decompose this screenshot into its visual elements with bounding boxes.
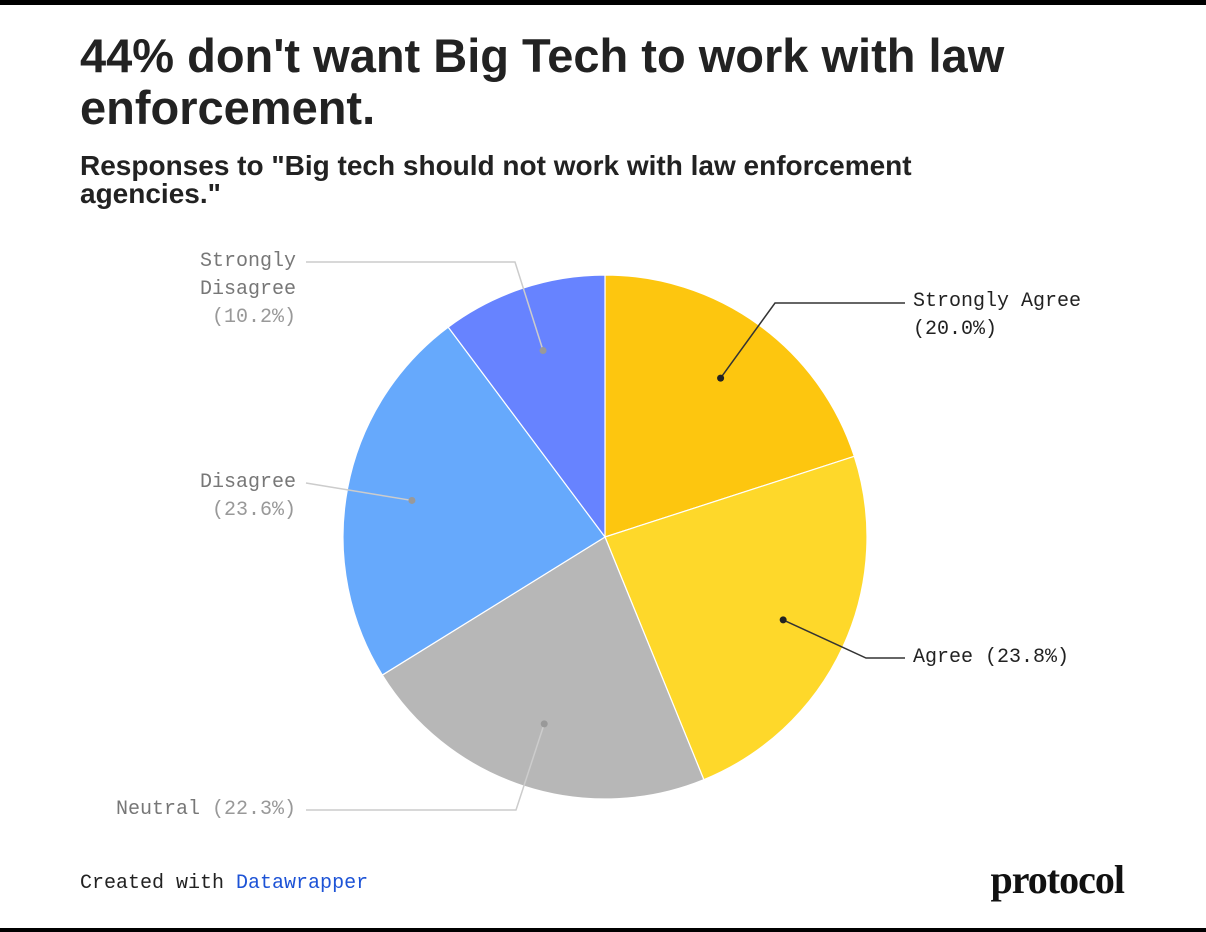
leader-dot bbox=[408, 496, 416, 504]
value-label: (10.2%) bbox=[211, 306, 296, 329]
category-label: Strongly Agree bbox=[913, 290, 1082, 313]
leader-dot bbox=[779, 616, 787, 624]
chart-title: 44% don't want Big Tech to work with law… bbox=[80, 29, 1005, 134]
bottom-border bbox=[0, 928, 1206, 932]
leader-line bbox=[306, 723, 545, 811]
leader-dot bbox=[717, 374, 725, 382]
slice-label: Strongly Agree (20.0%) bbox=[913, 288, 1133, 344]
slice-label: Disagree (23.6%) bbox=[166, 469, 296, 525]
leader-line bbox=[719, 302, 905, 379]
slice-label: Neutral (22.3%) bbox=[76, 796, 296, 824]
leader-dot bbox=[540, 720, 548, 728]
category-label: Disagree bbox=[199, 471, 296, 494]
leader-line bbox=[782, 619, 905, 659]
chart-subtitle: Responses to "Big tech should not work w… bbox=[80, 150, 912, 209]
category-label: Strongly Disagree bbox=[199, 250, 296, 301]
credit: Created with Datawrapper bbox=[80, 872, 368, 895]
value-label: (23.6%) bbox=[211, 499, 296, 522]
leader-line bbox=[305, 482, 413, 502]
category-label: Neutral bbox=[115, 798, 200, 821]
value-label: (22.3%) bbox=[211, 798, 296, 821]
value-label: (23.8%) bbox=[985, 646, 1070, 669]
credit-link[interactable]: Datawrapper bbox=[236, 872, 369, 895]
credit-prefix: Created with bbox=[80, 872, 225, 895]
leader-dot bbox=[539, 347, 547, 355]
value-label: (20.0%) bbox=[913, 318, 998, 341]
logo: protocol bbox=[990, 857, 1125, 902]
category-label: Agree bbox=[913, 646, 974, 669]
pie-slice bbox=[447, 274, 606, 539]
top-border bbox=[0, 0, 1206, 5]
pie-slice bbox=[342, 326, 606, 676]
slice-label: Agree (23.8%) bbox=[913, 644, 1133, 672]
slice-label: Strongly Disagree (10.2%) bbox=[166, 248, 296, 332]
leader-line bbox=[306, 261, 544, 351]
